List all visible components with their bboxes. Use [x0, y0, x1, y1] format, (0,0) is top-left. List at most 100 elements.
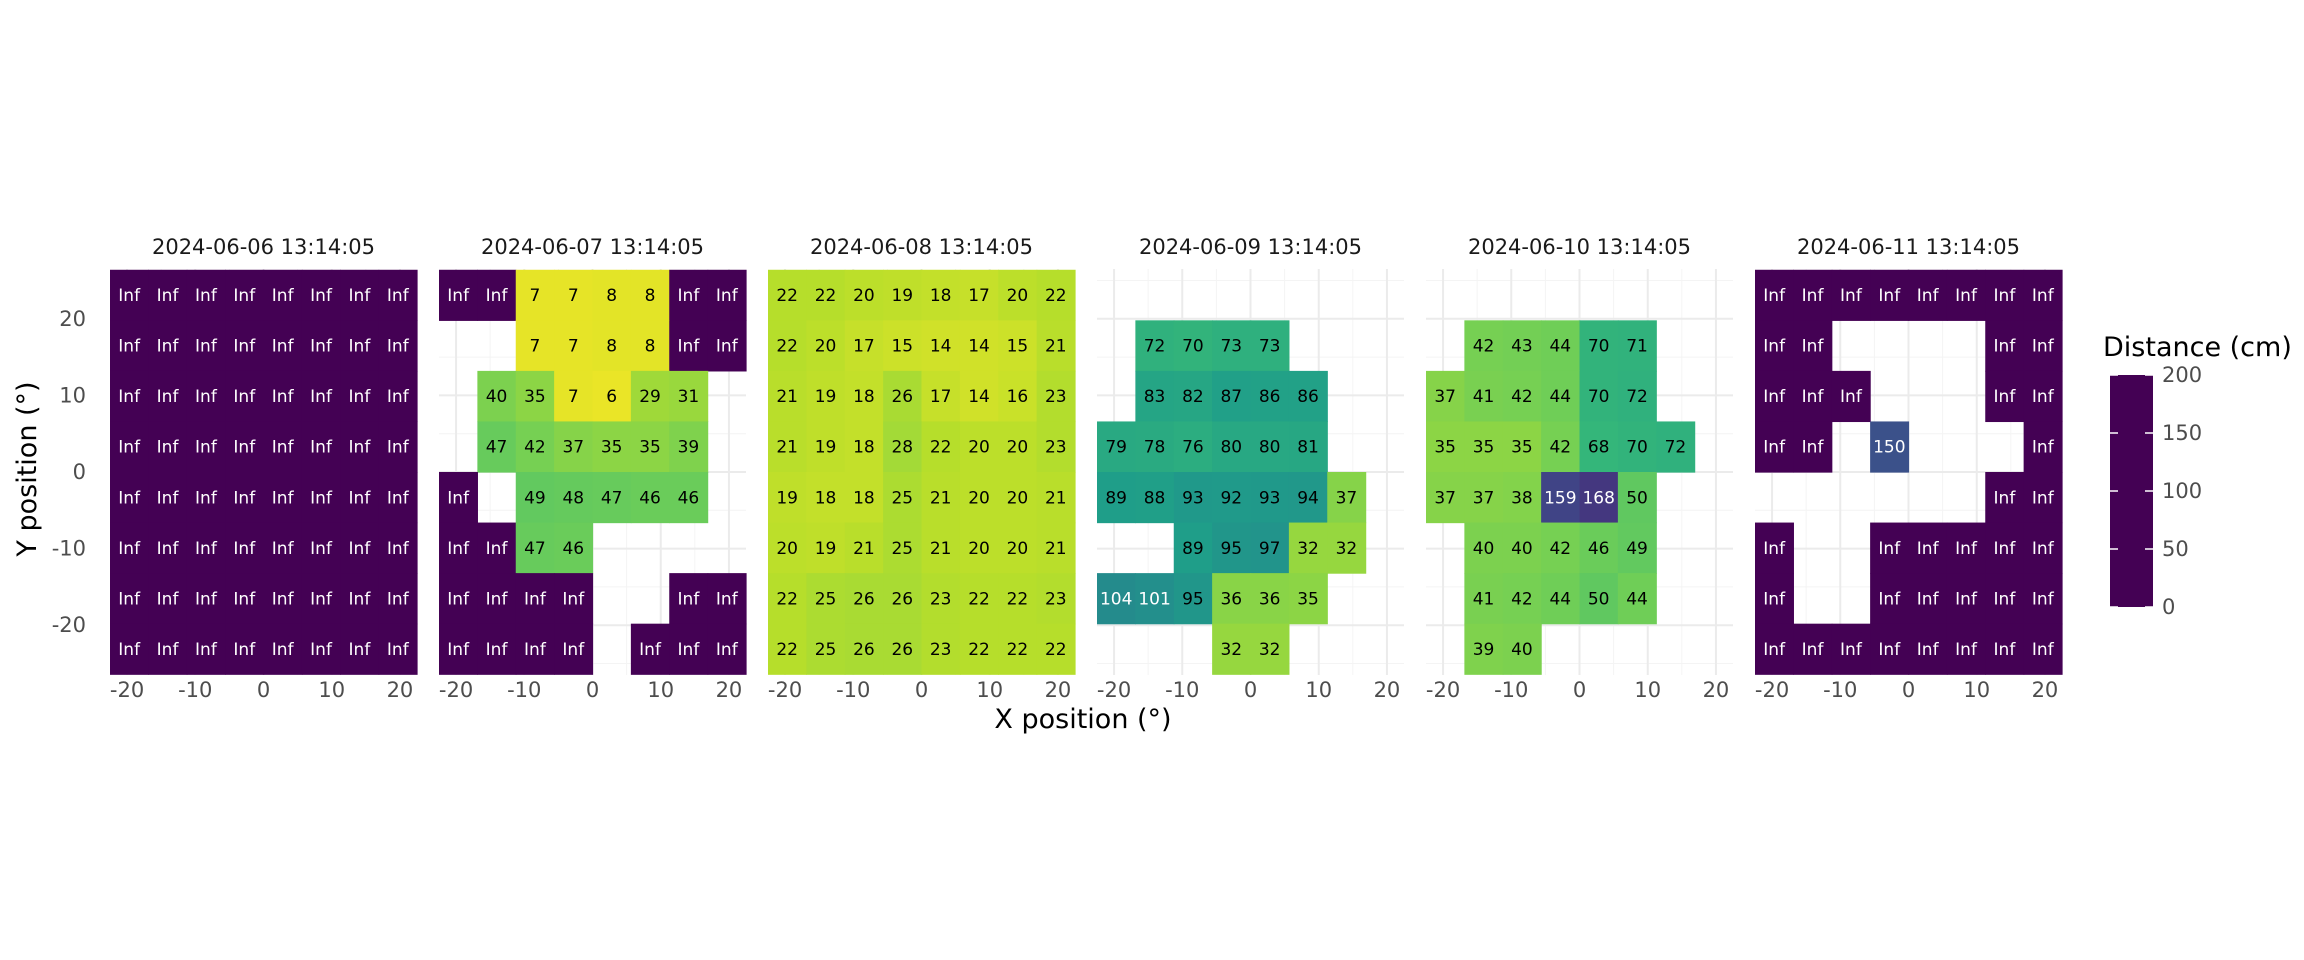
heatmap-cell	[148, 522, 188, 574]
cell-value-label: 20	[776, 539, 798, 559]
cell-value-label: 37	[562, 438, 584, 458]
heatmap-cell	[707, 573, 747, 625]
heatmap-cell	[2023, 421, 2063, 473]
cell-value-label: 17	[968, 286, 990, 306]
cell-value-label: 20	[1007, 539, 1029, 559]
cell-value-label: Inf	[447, 640, 470, 660]
heatmap-cell	[806, 522, 846, 574]
cell-value-label: 44	[1626, 589, 1648, 609]
heatmap-cell	[477, 269, 517, 321]
heatmap-cell	[554, 370, 594, 423]
cell-value-label: Inf	[349, 640, 372, 660]
cell-value-label: 41	[1473, 387, 1495, 407]
heatmap-cell	[1135, 472, 1175, 524]
cell-value-label: 95	[1182, 589, 1204, 609]
cell-value-label: 23	[1045, 387, 1067, 407]
cell-value-label: Inf	[157, 640, 180, 660]
cell-value-label: 18	[930, 286, 952, 306]
heatmap-cell	[340, 269, 380, 321]
heatmap-cell	[630, 623, 670, 675]
legend-tick-label: 150	[2162, 421, 2202, 445]
cell-value-label: Inf	[1840, 640, 1863, 660]
heatmap-cell	[883, 522, 923, 574]
cell-value-label: Inf	[310, 387, 333, 407]
heatmap-cell	[844, 623, 884, 675]
heatmap-cell	[340, 370, 380, 423]
panel-4: 2024-06-09 13:14:05 72 70 73 73 83 82 87 86 86 79 7…	[1097, 235, 1404, 702]
heatmap-cell	[844, 522, 884, 574]
heatmap-cell	[1755, 370, 1794, 423]
legend-tick-label: 50	[2162, 537, 2189, 561]
heatmap-cell	[998, 623, 1038, 675]
cell-value-label: 18	[853, 438, 875, 458]
heatmap-cell	[515, 472, 555, 524]
cell-value-label: Inf	[1802, 640, 1825, 660]
cell-value-label: 19	[815, 539, 837, 559]
cell-value-label: 19	[891, 286, 913, 306]
cell-value-label: Inf	[118, 488, 141, 508]
cell-value-label: Inf	[1955, 539, 1978, 559]
heatmap-cell	[883, 370, 923, 423]
heatmap-cell	[844, 320, 884, 372]
cell-value-label: Inf	[1994, 589, 2017, 609]
cell-value-label: Inf	[524, 640, 547, 660]
cell-value-label: 42	[1473, 337, 1495, 357]
heatmap-cell	[515, 320, 555, 372]
cell-value-label: 16	[1007, 387, 1029, 407]
x-tick-label: 20	[1703, 678, 1730, 702]
cell-value-label: Inf	[195, 640, 218, 660]
heatmap-cell	[806, 320, 846, 372]
cell-value-label: Inf	[2032, 640, 2055, 660]
cell-value-label: Inf	[1917, 640, 1940, 660]
heatmap-cell	[1426, 370, 1465, 423]
heatmap-cell	[592, 320, 632, 372]
cell-value-label: 8	[606, 337, 617, 357]
heatmap-cell	[378, 320, 418, 372]
heatmap-cell	[186, 421, 226, 473]
heatmap-cell	[1502, 421, 1542, 473]
heatmap-cell	[1755, 522, 1794, 574]
heatmap-cell	[921, 472, 961, 524]
heatmap-cell	[959, 269, 999, 321]
cell-value-label: 35	[601, 438, 623, 458]
cell-value-label: 50	[1626, 488, 1648, 508]
heatmap-cell	[1502, 623, 1542, 675]
cell-value-label: 159	[1544, 488, 1576, 508]
cell-value-label: 89	[1105, 488, 1127, 508]
cell-value-label: Inf	[1763, 539, 1786, 559]
heatmap-cell	[301, 320, 341, 372]
cell-value-label: 46	[639, 488, 661, 508]
heatmap-cell	[110, 269, 149, 321]
x-tick-label: -10	[836, 678, 870, 702]
x-tick-label: -20	[768, 678, 802, 702]
cell-value-label: Inf	[1878, 640, 1901, 660]
cell-value-label: Inf	[233, 387, 256, 407]
heatmap-cell	[998, 320, 1038, 372]
cell-value-label: 21	[776, 387, 798, 407]
heatmap-cell	[2023, 573, 2063, 625]
panel-6: 2024-06-11 13:14:05 Inf Inf Inf Inf Inf Inf Inf…	[1755, 235, 2063, 702]
heatmap-cell	[1288, 370, 1328, 423]
heatmap-cell	[340, 573, 380, 625]
cell-value-label: Inf	[1802, 337, 1825, 357]
y-tick-label: 10	[59, 383, 86, 407]
x-tick-label: 0	[915, 678, 928, 702]
heatmap-cell	[263, 472, 303, 524]
cell-value-label: Inf	[157, 488, 180, 508]
heatmap-cell	[1036, 370, 1076, 423]
cell-value-label: Inf	[118, 337, 141, 357]
cell-value-label: 44	[1549, 589, 1571, 609]
legend-title: Distance (cm)	[2103, 332, 2292, 363]
cell-value-label: 89	[1182, 539, 1204, 559]
heatmap-cell	[1464, 320, 1504, 372]
legend-tick-label: 0	[2162, 595, 2175, 619]
cell-value-label: Inf	[387, 640, 410, 660]
cell-value-label: 50	[1588, 589, 1610, 609]
x-tick-label: 10	[1963, 678, 1990, 702]
heatmap-cell	[1946, 522, 1986, 574]
heatmap-cell	[669, 269, 709, 321]
cell-value-label: 49	[1626, 539, 1648, 559]
x-tick-label: -20	[110, 678, 144, 702]
cell-value-label: 39	[1473, 640, 1495, 660]
